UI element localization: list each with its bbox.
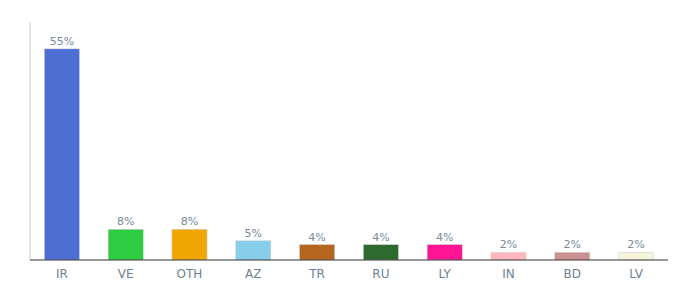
x-tick-label: LV: [629, 267, 643, 281]
data-label: 55%: [50, 35, 74, 48]
data-label: 4%: [436, 231, 453, 244]
bar: [44, 49, 79, 260]
bar: [236, 241, 271, 260]
x-tick-label: IN: [502, 267, 515, 281]
bars: [44, 49, 653, 260]
x-tick-label: RU: [372, 267, 389, 281]
bar: [427, 245, 462, 260]
chart: 55% 8% 8% 5% 4% 4% 4% 2% 2% 2% IR VE OTH AZ TR RU LY IN BD…: [0, 0, 680, 300]
chart-container: 55% 8% 8% 5% 4% 4% 4% 2% 2% 2% IR VE OTH AZ TR RU LY IN BD…: [0, 0, 680, 300]
bar: [300, 245, 335, 260]
x-tick-label: IR: [56, 267, 68, 281]
bar: [172, 229, 207, 260]
x-tick-label: VE: [118, 267, 134, 281]
bar: [619, 252, 654, 260]
bar: [491, 252, 526, 260]
bar: [555, 252, 590, 260]
data-label: 2%: [500, 238, 517, 251]
data-label: 2%: [564, 238, 581, 251]
x-tick-label: LY: [438, 267, 451, 281]
bar: [363, 245, 398, 260]
x-tick-label: OTH: [177, 267, 203, 281]
data-label: 4%: [308, 231, 325, 244]
bar: [108, 229, 143, 260]
data-label: 8%: [117, 215, 134, 228]
data-label: 2%: [627, 238, 644, 251]
x-tick-label: AZ: [245, 267, 261, 281]
x-tick-label: TR: [308, 267, 325, 281]
x-axis-line: [30, 259, 668, 260]
x-tick-label: BD: [564, 267, 581, 281]
data-label: 4%: [372, 231, 389, 244]
y-axis-line: [30, 22, 31, 260]
data-label: 5%: [245, 227, 262, 240]
data-label: 8%: [181, 215, 198, 228]
